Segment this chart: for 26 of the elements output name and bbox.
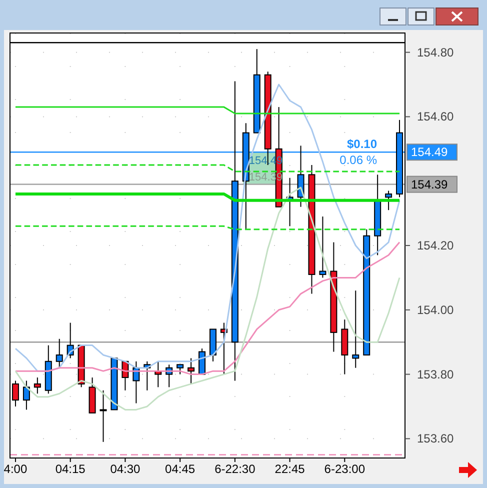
candlestick <box>34 377 41 394</box>
candlestick <box>319 216 326 278</box>
y-tick-label: 154.80 <box>417 45 454 60</box>
candlestick <box>352 290 360 368</box>
candlestick <box>22 380 30 410</box>
candlestick <box>188 358 195 384</box>
annotation: 0.06 % <box>340 153 378 168</box>
candlestick <box>385 190 392 211</box>
y-tick-label: 153.60 <box>417 432 454 446</box>
annotation: $0.10 <box>346 137 378 152</box>
x-tick-label: 04:15 <box>55 462 86 476</box>
candlestick <box>100 390 107 442</box>
candlestick <box>56 338 63 368</box>
x-tick-label: 22:45 <box>274 462 306 476</box>
x-tick-label: 6-23:00 <box>324 462 366 476</box>
y-tick-label: 154.60 <box>417 110 454 124</box>
ref-line-label: 154.39 <box>411 177 448 192</box>
x-tick-label: 04:30 <box>110 462 141 476</box>
x-tick-label: 04:45 <box>165 462 196 476</box>
x-tick-label: 6-22:30 <box>214 462 256 476</box>
candlestick <box>176 364 184 375</box>
y-tick-label: 154.20 <box>417 238 454 252</box>
y-tick-label: 153.80 <box>417 367 454 382</box>
y-tick-label: 154.00 <box>417 302 454 317</box>
ref-line-label: 154.49 <box>411 145 448 160</box>
x-tick-label: 4:00 <box>4 462 28 476</box>
